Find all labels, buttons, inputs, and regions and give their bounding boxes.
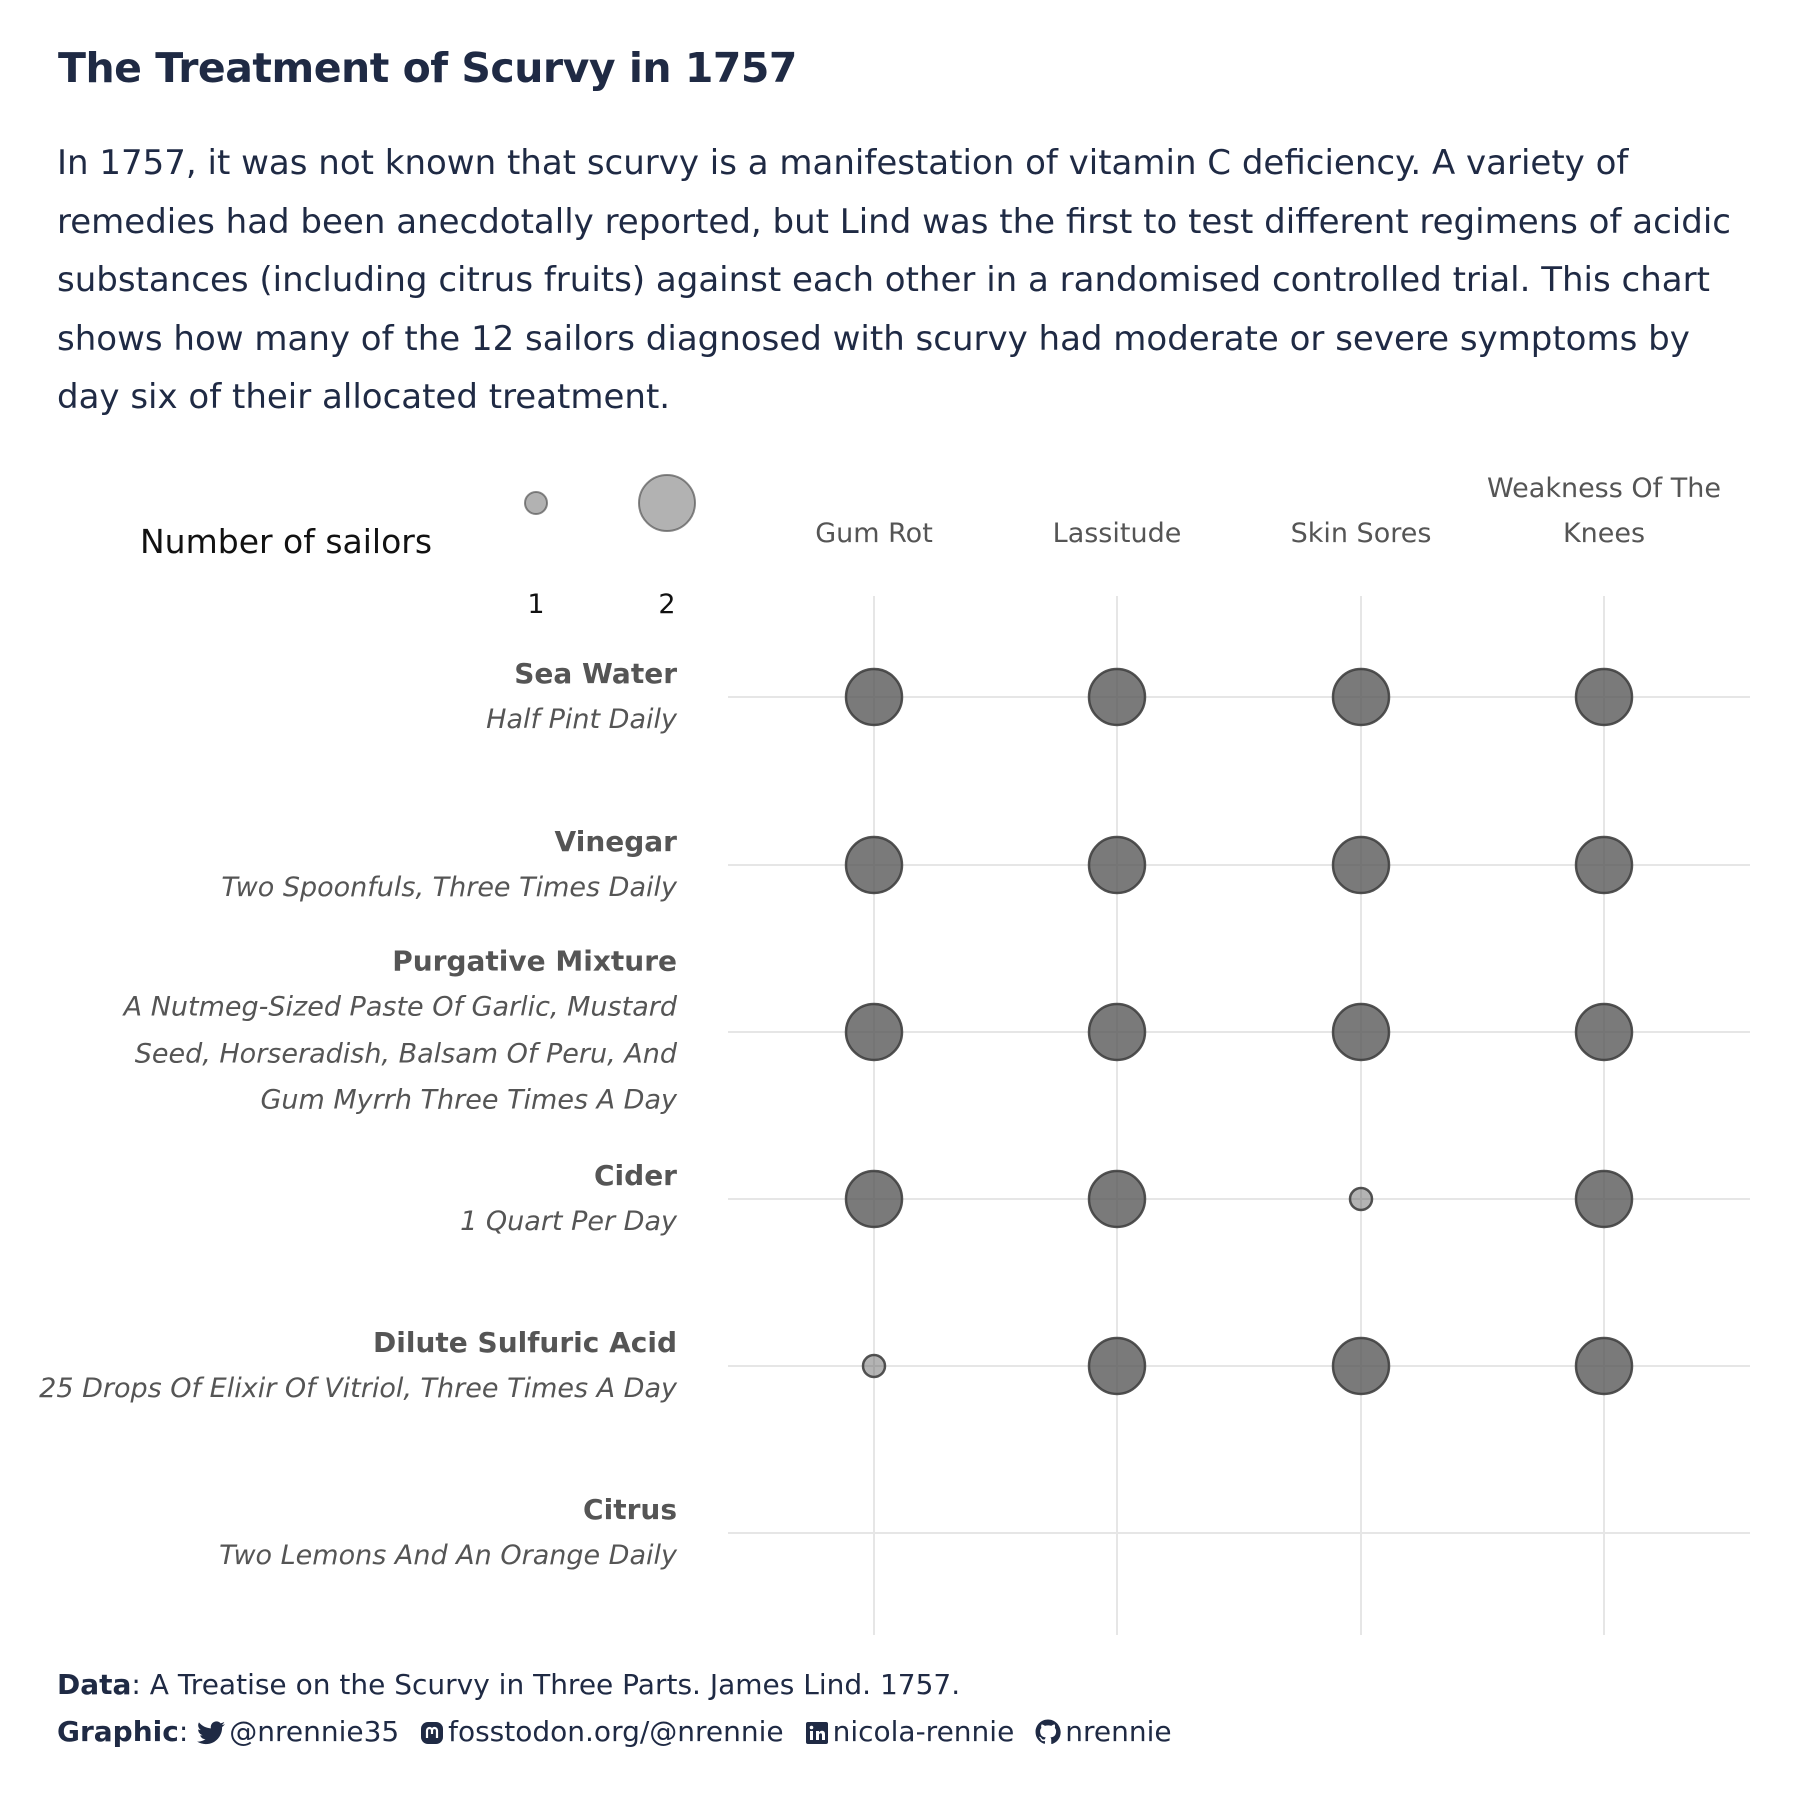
point-vinegar-gum-rot bbox=[844, 835, 904, 895]
linkedin-icon bbox=[805, 1719, 829, 1752]
caption-twitter-handle: @nrennie35 bbox=[229, 1715, 400, 1748]
row-label-cider: Cider 1 Quart Per Day bbox=[37, 1153, 677, 1246]
row-description: Two Lemons And An Orange Daily bbox=[219, 1539, 677, 1571]
size-legend-label-2: 2 bbox=[658, 589, 676, 620]
size-legend-label-1: 1 bbox=[527, 589, 545, 620]
point-cider-gum-rot bbox=[844, 1169, 904, 1229]
caption-github-handle: nrennie bbox=[1065, 1715, 1172, 1748]
point-sea-water-gum-rot bbox=[844, 667, 904, 727]
caption-data-source: A Treatise on the Scurvy in Three Parts.… bbox=[149, 1668, 961, 1701]
point-cider-weakness-of-the-knees bbox=[1574, 1169, 1634, 1229]
row-description: 25 Drops Of Elixir Of Vitriol, Three Tim… bbox=[39, 1372, 677, 1404]
point-purgative-mixture-skin-sores bbox=[1331, 1002, 1391, 1062]
chart-title: The Treatment of Scurvy in 1757 bbox=[58, 44, 797, 92]
point-dilute-sulfuric-acid-lassitude bbox=[1087, 1336, 1147, 1396]
size-legend-key-1 bbox=[524, 491, 548, 515]
column-label-gum-rot: Gum Rot bbox=[815, 518, 933, 549]
point-sea-water-lassitude bbox=[1087, 667, 1147, 727]
row-description: 1 Quart Per Day bbox=[460, 1205, 677, 1237]
row-name: Vinegar bbox=[554, 824, 677, 858]
row-label-sea-water: Sea Water Half Pint Daily bbox=[37, 651, 677, 744]
point-vinegar-weakness-of-the-knees bbox=[1574, 835, 1634, 895]
row-name: Sea Water bbox=[514, 656, 677, 690]
row-name: Purgative Mixture bbox=[392, 944, 677, 978]
size-legend-key-2 bbox=[638, 474, 696, 532]
caption-mastodon-handle: fosstodon.org/@nrennie bbox=[448, 1715, 784, 1748]
mastodon-icon bbox=[420, 1719, 444, 1752]
row-description: Two Spoonfuls, Three Times Daily bbox=[221, 871, 677, 903]
row-label-citrus: Citrus Two Lemons And An Orange Daily bbox=[37, 1487, 677, 1580]
row-description: Half Pint Daily bbox=[486, 703, 677, 735]
caption-linkedin-handle: nicola-rennie bbox=[832, 1715, 1015, 1748]
point-dilute-sulfuric-acid-gum-rot bbox=[861, 1353, 887, 1379]
caption-data: Data: A Treatise on the Scurvy in Three … bbox=[57, 1668, 961, 1701]
column-label-skin-sores: Skin Sores bbox=[1290, 518, 1432, 549]
size-legend-title: Number of sailors bbox=[140, 522, 433, 561]
caption-graphic-label: Graphic bbox=[57, 1715, 179, 1748]
row-description: A Nutmeg-Sized Paste Of Garlic, Mustard … bbox=[123, 991, 677, 1116]
point-cider-lassitude bbox=[1087, 1169, 1147, 1229]
point-vinegar-skin-sores bbox=[1331, 835, 1391, 895]
point-purgative-mixture-gum-rot bbox=[844, 1002, 904, 1062]
chart-subtitle: In 1757, it was not known that scurvy is… bbox=[57, 143, 1731, 417]
row-name: Citrus bbox=[583, 1492, 677, 1526]
row-name: Dilute Sulfuric Acid bbox=[373, 1325, 677, 1359]
row-label-dilute-sulfuric-acid: Dilute Sulfuric Acid 25 Drops Of Elixir … bbox=[37, 1320, 677, 1413]
github-icon bbox=[1035, 1719, 1061, 1752]
twitter-icon bbox=[197, 1719, 226, 1752]
point-cider-skin-sores bbox=[1348, 1186, 1374, 1212]
point-sea-water-skin-sores bbox=[1331, 667, 1391, 727]
point-purgative-mixture-lassitude bbox=[1087, 1002, 1147, 1062]
row-label-vinegar: Vinegar Two Spoonfuls, Three Times Daily bbox=[37, 819, 677, 912]
point-sea-water-weakness-of-the-knees bbox=[1574, 667, 1634, 727]
row-name: Cider bbox=[594, 1158, 677, 1192]
point-purgative-mixture-weakness-of-the-knees bbox=[1574, 1002, 1634, 1062]
point-dilute-sulfuric-acid-skin-sores bbox=[1331, 1336, 1391, 1396]
column-label-lassitude: Lassitude bbox=[1052, 518, 1182, 549]
row-label-purgative-mixture: Purgative Mixture A Nutmeg-Sized Paste O… bbox=[97, 938, 677, 1124]
caption-data-label: Data bbox=[57, 1668, 132, 1701]
point-vinegar-lassitude bbox=[1087, 835, 1147, 895]
column-label-weakness-of-the-knees: Weakness Of The Knees bbox=[1487, 473, 1721, 549]
caption-graphic: Graphic: @nrennie35 fosstodon.org/@nrenn… bbox=[57, 1715, 1172, 1752]
point-dilute-sulfuric-acid-weakness-of-the-knees bbox=[1574, 1336, 1634, 1396]
